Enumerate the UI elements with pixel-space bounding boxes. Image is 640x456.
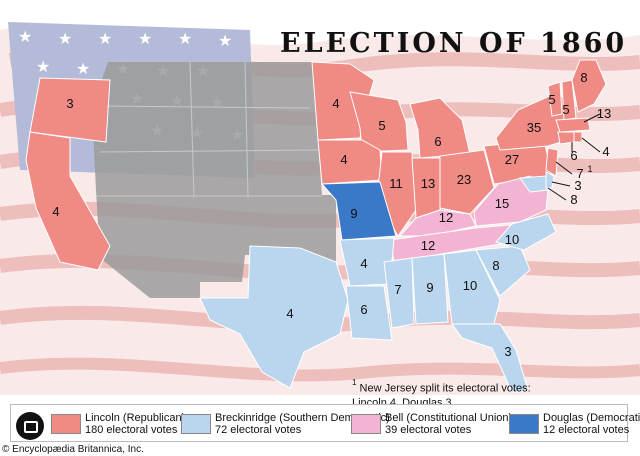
votes-ohio: 23 [457,172,471,187]
votes-texas: 4 [286,306,293,321]
votes-missouri: 9 [350,206,357,221]
state-iowa [317,139,383,185]
territories [92,61,336,298]
legend-name: Douglas (Democratic) [543,412,640,424]
state-new-jersey [545,147,559,177]
nj-footnote-marker: 1 [587,164,592,174]
votes-pennsylvania: 27 [505,152,519,167]
votes-vermont: 5 [548,92,555,107]
votes-minnesota: 4 [332,96,339,111]
votes-arkansas: 4 [360,256,367,271]
camera-icon[interactable] [16,412,44,440]
state-louisiana [345,285,393,341]
svg-text:★: ★ [36,59,50,76]
state-missouri [320,181,397,241]
votes-michigan: 6 [434,134,441,149]
state-rhode-island [573,131,583,143]
state-maryland [519,175,549,193]
state-north-carolina [495,213,557,251]
votes-rhode-island: 4 [602,144,609,159]
votes-iowa: 4 [340,152,347,167]
votes-kentucky: 12 [439,210,453,225]
state-delaware [545,171,555,189]
state-oregon [29,77,111,143]
votes-oregon: 3 [66,96,73,111]
legend-name: Lincoln (Republican) [85,412,186,424]
votes-south-carolina: 8 [492,258,499,273]
bell-swatch [351,414,381,434]
footnote-marker: 1 [352,378,357,387]
votes-florida: 3 [504,344,511,359]
legend-votes: 12 electoral votes [543,424,630,436]
leader-lines [547,113,601,201]
votes-connecticut: 6 [570,148,577,163]
state-south-carolina [475,245,531,297]
state-maine [571,59,607,113]
copyright-credit: © Encyclopædia Britannica, Inc. [2,444,144,455]
breckinridge-swatch [181,414,211,434]
svg-text:★: ★ [138,31,152,48]
votes-maine: 8 [580,70,587,85]
votes-illinois: 11 [389,176,403,191]
svg-text:★: ★ [58,31,72,48]
svg-text:★: ★ [18,29,32,46]
state-florida [451,323,529,393]
vote-labels: 3 4 4 5 4 6 11 13 23 27 35 5 5 8 13 4 6 … [52,70,611,359]
legend: Lincoln (Republican) 180 electoral votes … [10,404,640,442]
page-title: ELECTION OF 1860 [280,28,628,59]
state-kentucky [398,209,477,237]
votes-indiana: 13 [421,176,435,191]
votes-maryland: 8 [570,192,577,207]
votes-massachusetts: 13 [597,106,611,121]
breckinridge-states [199,171,557,393]
svg-text:★: ★ [178,31,192,48]
votes-virginia: 15 [495,196,509,211]
legend-name: Breckinridge (Southern Democratic) [215,412,390,424]
legend-votes: 39 electoral votes [385,424,472,436]
votes-mississippi: 7 [394,282,401,297]
state-new-hampshire [561,79,577,121]
state-california [25,131,111,271]
lincoln-swatch [51,414,81,434]
svg-text:★: ★ [76,61,90,78]
legend-votes: 180 electoral votes [85,424,178,436]
votes-new-hampshire: 5 [562,102,569,117]
state-massachusetts [555,117,591,133]
legend-votes: 72 electoral votes [215,424,302,436]
legend-name: Bell (Constitutional Union) [385,412,513,424]
state-ohio [439,149,495,215]
lincoln-states [25,59,607,271]
votes-louisiana: 6 [360,302,367,317]
votes-california: 4 [52,204,59,219]
state-wisconsin [349,91,409,153]
svg-text:★: ★ [98,31,112,48]
state-mississippi [383,257,415,329]
state-alabama [411,253,449,325]
votes-wisconsin: 5 [378,118,385,133]
state-georgia [443,249,501,325]
votes-delaware: 3 [574,178,581,193]
votes-north-carolina: 10 [505,232,519,247]
state-vermont [547,81,563,117]
svg-text:★: ★ [218,33,232,50]
votes-tennessee: 12 [421,238,435,253]
votes-alabama: 9 [426,280,433,295]
votes-new-jersey: 7 [576,166,583,181]
douglas-swatch [509,414,539,434]
votes-georgia: 10 [463,278,477,293]
votes-new-york: 35 [527,120,541,135]
state-texas [199,245,349,389]
